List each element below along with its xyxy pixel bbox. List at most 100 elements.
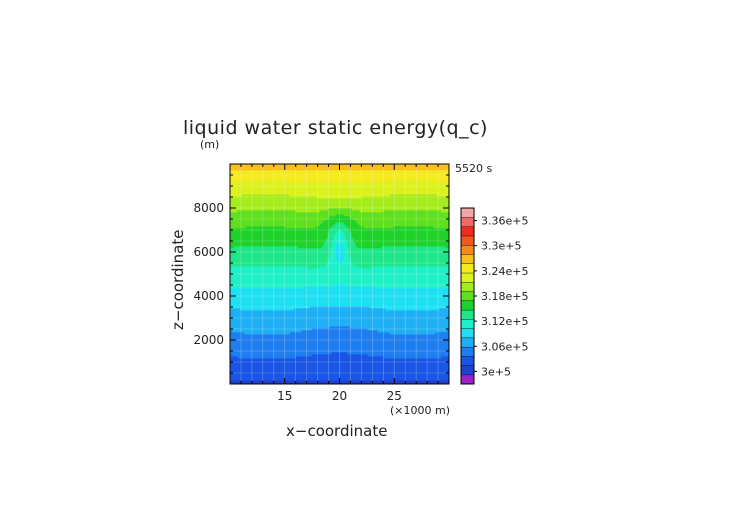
field-cell bbox=[331, 376, 334, 379]
field-cell bbox=[311, 350, 314, 353]
field-cell bbox=[359, 312, 362, 315]
field-cell bbox=[441, 368, 444, 371]
field-cell bbox=[433, 372, 436, 375]
field-cell bbox=[325, 348, 328, 351]
field-cell bbox=[269, 338, 273, 341]
field-cell bbox=[385, 320, 388, 323]
field-cell bbox=[329, 378, 332, 381]
field-cell bbox=[425, 330, 428, 333]
field-cell bbox=[357, 324, 360, 327]
field-cell bbox=[363, 324, 366, 327]
field-cell bbox=[295, 292, 299, 295]
field-cell bbox=[291, 382, 295, 384]
field-cell bbox=[347, 374, 350, 377]
field-cell bbox=[425, 306, 428, 309]
field-cell bbox=[237, 362, 241, 365]
field-cell bbox=[427, 350, 430, 353]
field-cell bbox=[295, 340, 299, 343]
field-cell bbox=[437, 366, 440, 369]
field-cell bbox=[267, 366, 271, 369]
field-cell bbox=[273, 356, 277, 359]
field-cell bbox=[357, 364, 360, 367]
field-cell bbox=[395, 372, 398, 375]
field-cell bbox=[301, 344, 305, 347]
field-cell bbox=[439, 370, 442, 373]
field-cell bbox=[267, 356, 271, 359]
field-cell bbox=[337, 360, 340, 363]
field-cell bbox=[259, 344, 263, 347]
field-cell bbox=[337, 362, 340, 365]
field-cell bbox=[365, 364, 368, 367]
field-cell bbox=[411, 294, 414, 297]
field-cell bbox=[419, 338, 422, 341]
field-cell bbox=[337, 366, 340, 369]
field-cell bbox=[251, 356, 255, 359]
field-cell bbox=[413, 382, 416, 384]
field-cell bbox=[339, 338, 342, 341]
field-cell bbox=[425, 374, 428, 377]
field-cell bbox=[359, 372, 362, 375]
field-cell bbox=[279, 370, 283, 373]
field-cell bbox=[257, 354, 261, 357]
field-cell bbox=[417, 324, 420, 327]
field-cell bbox=[345, 338, 348, 341]
field-cell bbox=[259, 370, 263, 373]
field-cell bbox=[417, 374, 420, 377]
field-cell bbox=[403, 360, 406, 363]
field-cell bbox=[357, 344, 360, 347]
field-cell bbox=[337, 294, 340, 297]
field-cell bbox=[375, 376, 378, 379]
field-cell bbox=[353, 330, 356, 333]
field-cell bbox=[269, 298, 273, 301]
field-cell bbox=[323, 330, 326, 333]
field-cell bbox=[335, 352, 338, 355]
field-cell bbox=[381, 336, 384, 339]
field-cell bbox=[313, 376, 316, 379]
field-cell bbox=[273, 366, 277, 369]
field-cell bbox=[389, 368, 392, 371]
field-cell bbox=[353, 336, 356, 339]
field-cell bbox=[381, 330, 384, 333]
field-cell bbox=[447, 300, 449, 303]
field-cell bbox=[277, 342, 281, 345]
field-cell bbox=[269, 350, 273, 353]
field-cell bbox=[293, 306, 297, 309]
field-cell bbox=[429, 352, 432, 355]
field-cell bbox=[391, 322, 394, 325]
field-cell bbox=[307, 336, 310, 339]
field-cell bbox=[349, 308, 352, 311]
field-cell bbox=[267, 340, 271, 343]
field-cell bbox=[445, 310, 448, 313]
field-cell bbox=[255, 302, 259, 305]
field-cell bbox=[323, 344, 326, 347]
field-cell bbox=[375, 334, 378, 337]
field-cell bbox=[345, 342, 348, 345]
field-cell bbox=[343, 368, 346, 371]
field-cell bbox=[379, 340, 382, 343]
field-cell bbox=[303, 380, 306, 383]
field-cell bbox=[255, 382, 259, 384]
field-cell bbox=[331, 354, 334, 357]
field-cell bbox=[401, 378, 404, 381]
field-cell bbox=[377, 336, 380, 339]
field-cell bbox=[441, 334, 444, 337]
field-cell bbox=[345, 340, 348, 343]
field-cell bbox=[279, 300, 283, 303]
field-cell bbox=[395, 356, 398, 359]
field-cell bbox=[259, 332, 263, 335]
field-cell bbox=[373, 354, 376, 357]
field-cell bbox=[421, 380, 424, 383]
field-cell bbox=[437, 370, 440, 373]
field-cell bbox=[327, 378, 330, 381]
field-cell bbox=[261, 374, 265, 377]
field-cell bbox=[283, 320, 287, 323]
field-cell bbox=[237, 342, 241, 345]
field-cell bbox=[447, 294, 449, 297]
field-cell bbox=[317, 344, 320, 347]
field-cell bbox=[373, 374, 376, 377]
field-cell bbox=[261, 314, 265, 317]
field-cell bbox=[237, 340, 241, 343]
field-cell bbox=[293, 342, 297, 345]
field-cell bbox=[291, 294, 295, 297]
field-cell bbox=[345, 346, 348, 349]
